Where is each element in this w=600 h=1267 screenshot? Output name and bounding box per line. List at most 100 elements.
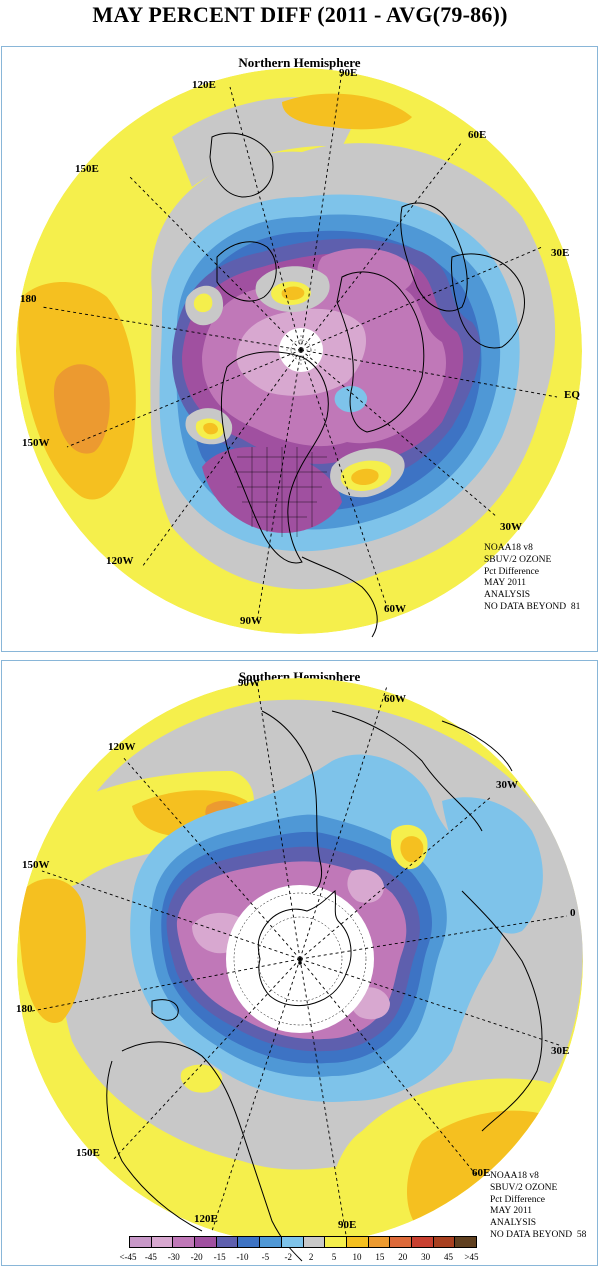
colorbar-swatch <box>260 1237 282 1247</box>
colorbar-swatch <box>346 1237 369 1247</box>
sh-info-line: SBUV/2 OZONE <box>490 1182 558 1193</box>
colorbar-swatch <box>303 1237 326 1247</box>
colorbar-swatch <box>411 1237 434 1247</box>
colorbar-label: 30 <box>421 1252 431 1262</box>
colorbar-swatch <box>151 1237 174 1247</box>
sh-minus2-patch-northeast <box>442 797 543 934</box>
nh-lon-180-label: 180 <box>20 293 37 305</box>
nh-info-line: ANALYSIS <box>484 590 531 601</box>
sh-pole-grid <box>233 892 367 1026</box>
colorbar-label: 2 <box>308 1252 314 1262</box>
sh-lon-60w-label: 60W <box>384 693 406 705</box>
sh-pole-dot <box>298 961 302 965</box>
sh-lon-120e-label: 120E <box>194 1213 218 1225</box>
nh-info-line: NO DATA BEYOND 81 <box>484 601 581 612</box>
colorbar-label: 20 <box>398 1252 408 1262</box>
nh-graticule <box>41 70 558 623</box>
sh-coastlines <box>106 710 543 1262</box>
sh-info-line: Pct Difference <box>490 1194 545 1205</box>
sh-plus2-patch-south <box>180 1064 223 1093</box>
colorbar-label: -30 <box>167 1252 180 1262</box>
sh-info-line: NOAA18 v8 <box>490 1171 539 1181</box>
colorbar-label: -10 <box>236 1252 249 1262</box>
nh-pole-grid <box>286 335 316 365</box>
sh-lon-150e-label: 150E <box>76 1147 100 1159</box>
nh-coastlines <box>209 132 525 638</box>
nh-us-state-grid <box>234 447 327 537</box>
colorbar-label: -2 <box>284 1252 293 1262</box>
colorbar-swatch <box>281 1237 304 1247</box>
colorbar-label: -5 <box>261 1252 270 1262</box>
nh-minus30-patch-east <box>317 248 414 298</box>
sh-lon-120w-label: 120W <box>108 741 136 753</box>
northern-hemisphere-panel: Northern Hemisphere <box>1 46 598 652</box>
sh-lon-90w-label: 90W <box>238 677 260 689</box>
colorbar-label: -20 <box>190 1252 203 1262</box>
sh-plus5-patch-east <box>400 836 424 863</box>
sh-info-line: ANALYSIS <box>490 1218 537 1229</box>
colorbar-swatch <box>195 1237 217 1247</box>
page-title: MAY PERCENT DIFF (2011 - AVG(79-86)) <box>92 2 508 27</box>
nh-lon-60e-label: 60E <box>468 129 487 141</box>
nh-map <box>16 68 582 638</box>
sh-lon-0-label: 0 <box>570 907 576 919</box>
sh-info-block: NOAA18 v8 SBUV/2 OZONE Pct Difference MAY 2… <box>490 1171 586 1242</box>
nh-plus10-west-pacific <box>53 364 110 454</box>
colorbar-swatch <box>325 1237 347 1247</box>
colorbar-label: -15 <box>213 1252 226 1262</box>
colorbar-label: 5 <box>331 1252 337 1262</box>
sh-antarctica-coast <box>257 890 352 1007</box>
southern-hemisphere-panel: Southern Hemisphere <box>1 660 598 1266</box>
nh-lon-30w-label: 30W <box>500 521 522 533</box>
sh-graticule <box>31 680 568 1242</box>
colorbar-label: <-45 <box>119 1252 137 1262</box>
sh-minus45-patch-2 <box>347 869 384 903</box>
nh-lon-60w-label: 60W <box>384 603 406 615</box>
nh-plus5-patch-1 <box>281 286 305 300</box>
nh-plus2-patch-2 <box>193 293 213 313</box>
colorbar-swatch <box>390 1237 412 1247</box>
sh-lon-30e-label: 30E <box>551 1045 570 1057</box>
colorbar-swatch <box>130 1237 152 1247</box>
colorbar-swatch <box>433 1237 456 1247</box>
sh-lon-30w-label: 30W <box>496 779 518 791</box>
nh-lon-90e-label: 90E <box>339 67 358 79</box>
colorbar-label: 15 <box>375 1252 385 1262</box>
colorbar-swatch <box>216 1237 239 1247</box>
nh-lon-150e-label: 150E <box>75 163 99 175</box>
sh-plus5-patch-southwest <box>18 878 86 1023</box>
colorbar <box>129 1236 477 1248</box>
nh-panel-title: Northern Hemisphere <box>238 55 361 70</box>
nh-lon-120w-label: 120W <box>106 555 134 567</box>
nh-plus5-patch-3 <box>203 422 218 435</box>
nh-lon-120e-label: 120E <box>192 79 216 91</box>
nh-info-line: SBUV/2 OZONE <box>484 554 552 565</box>
nh-eq-label: EQ <box>564 389 580 401</box>
sh-map <box>17 678 583 1262</box>
colorbar-swatch <box>173 1237 196 1247</box>
nh-lon-150w-label: 150W <box>22 437 50 449</box>
nh-minus2-patch-east <box>334 385 368 413</box>
colorbar-label: 10 <box>352 1252 362 1262</box>
nh-minus20-north-america <box>202 447 342 533</box>
sh-lon-150w-label: 150W <box>22 859 50 871</box>
colorbar-swatch <box>455 1237 476 1247</box>
nh-lon-90w-label: 90W <box>240 615 262 627</box>
nh-info-line: Pct Difference <box>484 566 539 577</box>
colorbar-labels: <-45 -45 -30 -20 -15 -10 -5 -2 2 5 10 15 20 30 45 >45 <box>112 1252 496 1264</box>
nh-info-line: MAY 2011 <box>484 578 526 589</box>
colorbar-label: 45 <box>444 1252 454 1262</box>
sh-lon-90e-label: 90E <box>338 1219 357 1231</box>
sh-lon-180-label: 180 <box>16 1003 33 1015</box>
sh-info-line: MAY 2011 <box>490 1206 532 1217</box>
colorbar-label: -45 <box>144 1252 157 1262</box>
nh-info-block: NOAA18 v8 SBUV/2 OZONE Pct Difference MAY 2… <box>484 543 580 614</box>
colorbar-label: >45 <box>464 1252 479 1262</box>
nh-plus5-patch-4 <box>351 468 379 485</box>
sh-lon-60e-label: 60E <box>472 1167 491 1179</box>
colorbar-swatch <box>368 1237 391 1247</box>
nh-info-line: NOAA18 v8 <box>484 543 533 553</box>
colorbar-swatch <box>238 1237 261 1247</box>
nh-lon-30e-label: 30E <box>551 247 570 259</box>
nh-plus5-north <box>282 93 412 130</box>
